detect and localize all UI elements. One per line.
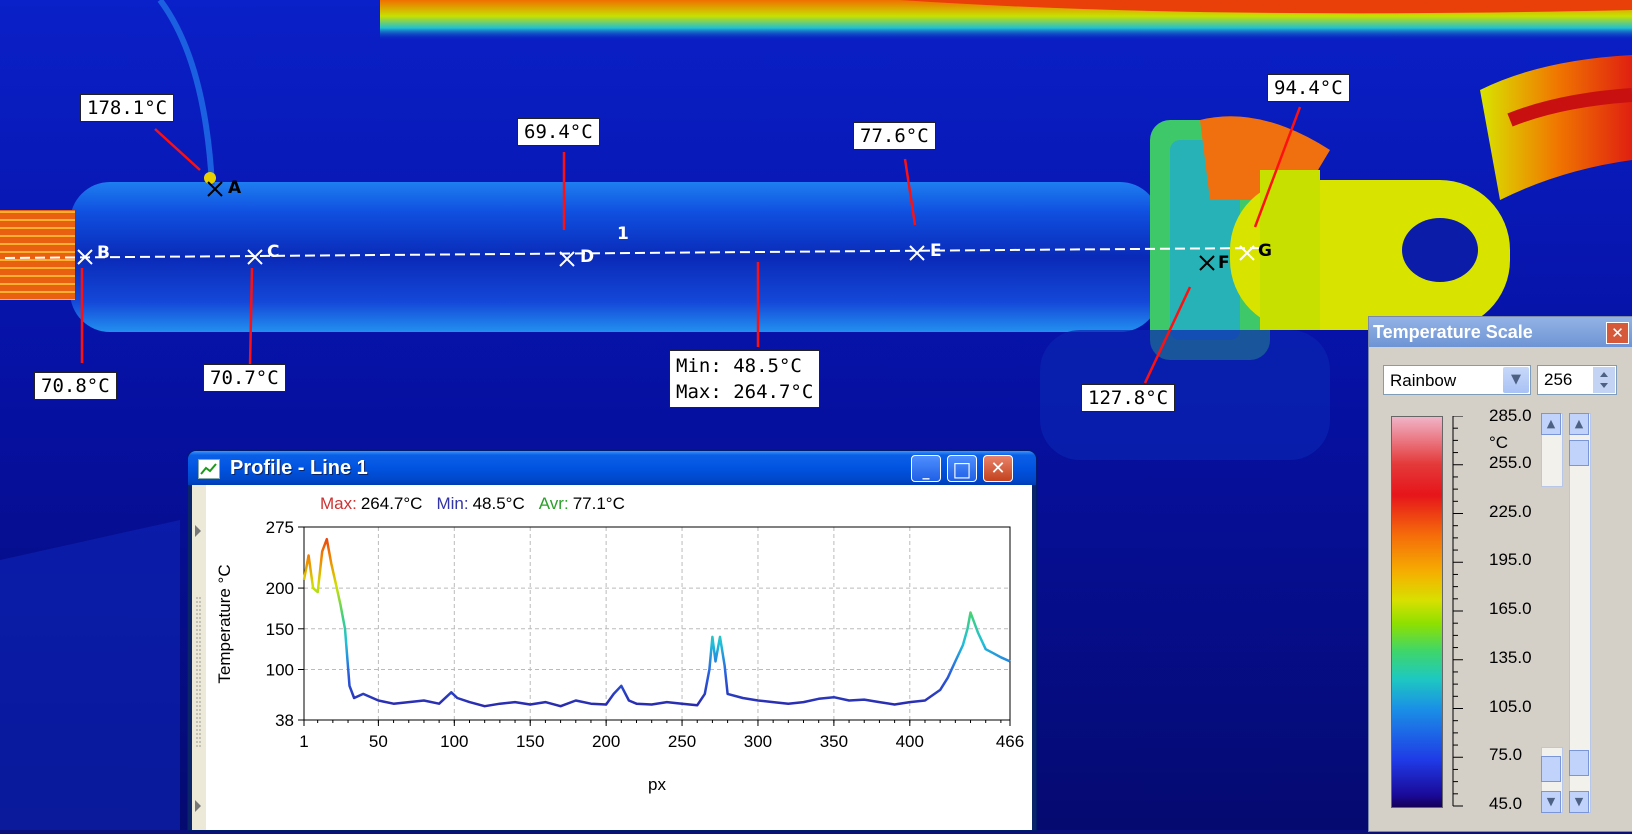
point-f-name: F	[1218, 253, 1230, 273]
x-tick-label: 350	[820, 732, 848, 751]
scale-close-button[interactable]: ✕	[1606, 322, 1629, 344]
scale-ticks	[1452, 416, 1463, 807]
x-tick-label: 300	[744, 732, 772, 751]
series-line-1	[302, 537, 1011, 708]
line-min-text: Min: 48.5°C	[676, 355, 802, 377]
line-number-label: 1	[617, 224, 629, 244]
scale-label: 255.0	[1489, 452, 1532, 472]
scale-label: 135.0	[1489, 647, 1532, 667]
scale-unit: °C	[1489, 433, 1509, 452]
point-a-name: A	[228, 178, 242, 198]
y-tick-label: 200	[266, 579, 294, 598]
y-axis-ticks: 38 100 150 200 275	[266, 518, 304, 730]
avr-stat-value: 77.1°C	[573, 494, 625, 513]
point-e-temp-label: 77.6°C	[853, 122, 936, 150]
profile-title-bar[interactable]: Profile - Line 1 _ □ ✕	[188, 451, 1036, 485]
point-a-temp-label: 178.1°C	[80, 94, 175, 122]
range-min-thumb[interactable]	[1569, 750, 1589, 776]
chevron-down-icon[interactable]: ▼	[1503, 367, 1529, 393]
point-d-name: D	[580, 247, 595, 267]
x-tick-label: 100	[440, 732, 468, 751]
scale-label: 45.0	[1489, 794, 1523, 813]
y-tick-label: 100	[266, 661, 294, 680]
close-icon: ✕	[990, 458, 1006, 479]
x-tick-label: 50	[369, 732, 388, 751]
y-axis-label: Temperature °C	[215, 564, 234, 683]
x-axis-label: px	[648, 775, 666, 794]
line-max-text: Max: 264.7°C	[676, 381, 814, 403]
point-g-temp-label: 94.4°C	[1267, 74, 1350, 102]
palette-select[interactable]: Rainbow ▼	[1383, 365, 1531, 395]
x-axis-ticks: 1 50 100 150 200 250 300 350 400 466	[299, 720, 1024, 751]
temperature-scale-panel[interactable]: Temperature Scale ✕ Rainbow ▼ 256 285.0 2…	[1368, 316, 1632, 832]
avr-stat-label: Avr:	[539, 494, 569, 513]
point-b-temp-label: 70.8°C	[34, 372, 117, 400]
point-c-name: C	[267, 242, 280, 262]
range-max-thumb[interactable]	[1569, 440, 1589, 466]
x-tick-label: 400	[896, 732, 924, 751]
side-grip[interactable]	[192, 485, 206, 830]
y-tick-label: 275	[266, 518, 294, 537]
max-stat-label: Max:	[320, 494, 357, 513]
point-b-name: B	[97, 243, 110, 263]
scale-label: 165.0	[1489, 599, 1532, 618]
stepper-arrows-icon[interactable]	[1593, 367, 1615, 393]
minimize-icon: _	[922, 464, 930, 480]
x-tick-label: 250	[668, 732, 696, 751]
min-stat-label: Min:	[436, 494, 468, 513]
plot-area	[303, 526, 1011, 721]
chart-grid	[303, 526, 1011, 721]
x-tick-label: 150	[516, 732, 544, 751]
min-range-scrollbar[interactable]: ▼	[1541, 747, 1563, 813]
maximize-icon: □	[952, 457, 972, 481]
levels-value: 256	[1544, 370, 1573, 389]
profile-chart: Max: 264.7°C Min: 48.5°C Avr: 77.1°C 38100150…	[215, 494, 1024, 794]
minimize-button[interactable]: _	[911, 455, 941, 482]
scale-label: 105.0	[1489, 696, 1532, 716]
min-stat-value: 48.5°C	[473, 494, 525, 513]
y-tick-label: 38	[275, 711, 294, 730]
levels-stepper[interactable]: 256	[1537, 365, 1617, 395]
point-e-name: E	[930, 241, 942, 261]
max-range-scrollbar[interactable]: ▲	[1541, 413, 1563, 487]
close-button[interactable]: ✕	[983, 455, 1013, 482]
range-down-button[interactable]: ▼	[1569, 791, 1589, 813]
point-g-name: G	[1258, 241, 1272, 261]
max-stat-value: 264.7°C	[361, 494, 423, 513]
scale-label: 225.0	[1489, 501, 1532, 521]
x-tick-label: 466	[996, 732, 1024, 751]
profile-body: Max: 264.7°C Min: 48.5°C Avr: 77.1°C 38 100 150…	[192, 485, 1032, 830]
maximize-button[interactable]: □	[947, 455, 977, 482]
scale-label: 75.0	[1489, 745, 1523, 765]
min-range-down-button[interactable]: ▼	[1541, 791, 1561, 813]
range-up-button[interactable]: ▲	[1569, 413, 1589, 435]
scale-title-bar[interactable]: Temperature Scale ✕	[1369, 317, 1632, 347]
y-tick-label: 150	[266, 620, 294, 639]
point-f-temp-label: 127.8°C	[1081, 384, 1176, 412]
point-c-temp-label: 70.7°C	[203, 364, 286, 392]
range-scrollbar[interactable]: ▲ ▼	[1569, 413, 1591, 813]
scale-label: 195.0	[1489, 550, 1532, 570]
color-bar	[1391, 416, 1443, 808]
min-range-thumb[interactable]	[1541, 756, 1561, 782]
profile-window-title: Profile - Line 1	[230, 457, 368, 479]
scale-panel-title: Temperature Scale	[1373, 322, 1533, 342]
palette-select-value: Rainbow	[1390, 371, 1457, 390]
line-stats-label: Min: 48.5°C Max: 264.7°C	[669, 350, 821, 408]
scale-label: 285.0	[1489, 406, 1532, 425]
chart-app-icon	[198, 459, 220, 479]
profile-window[interactable]: Profile - Line 1 _ □ ✕	[188, 451, 1036, 830]
x-tick-label: 200	[592, 732, 620, 751]
point-d-temp-label: 69.4°C	[517, 118, 600, 146]
max-range-up-button[interactable]: ▲	[1541, 413, 1561, 435]
x-tick-label: 1	[299, 732, 308, 751]
